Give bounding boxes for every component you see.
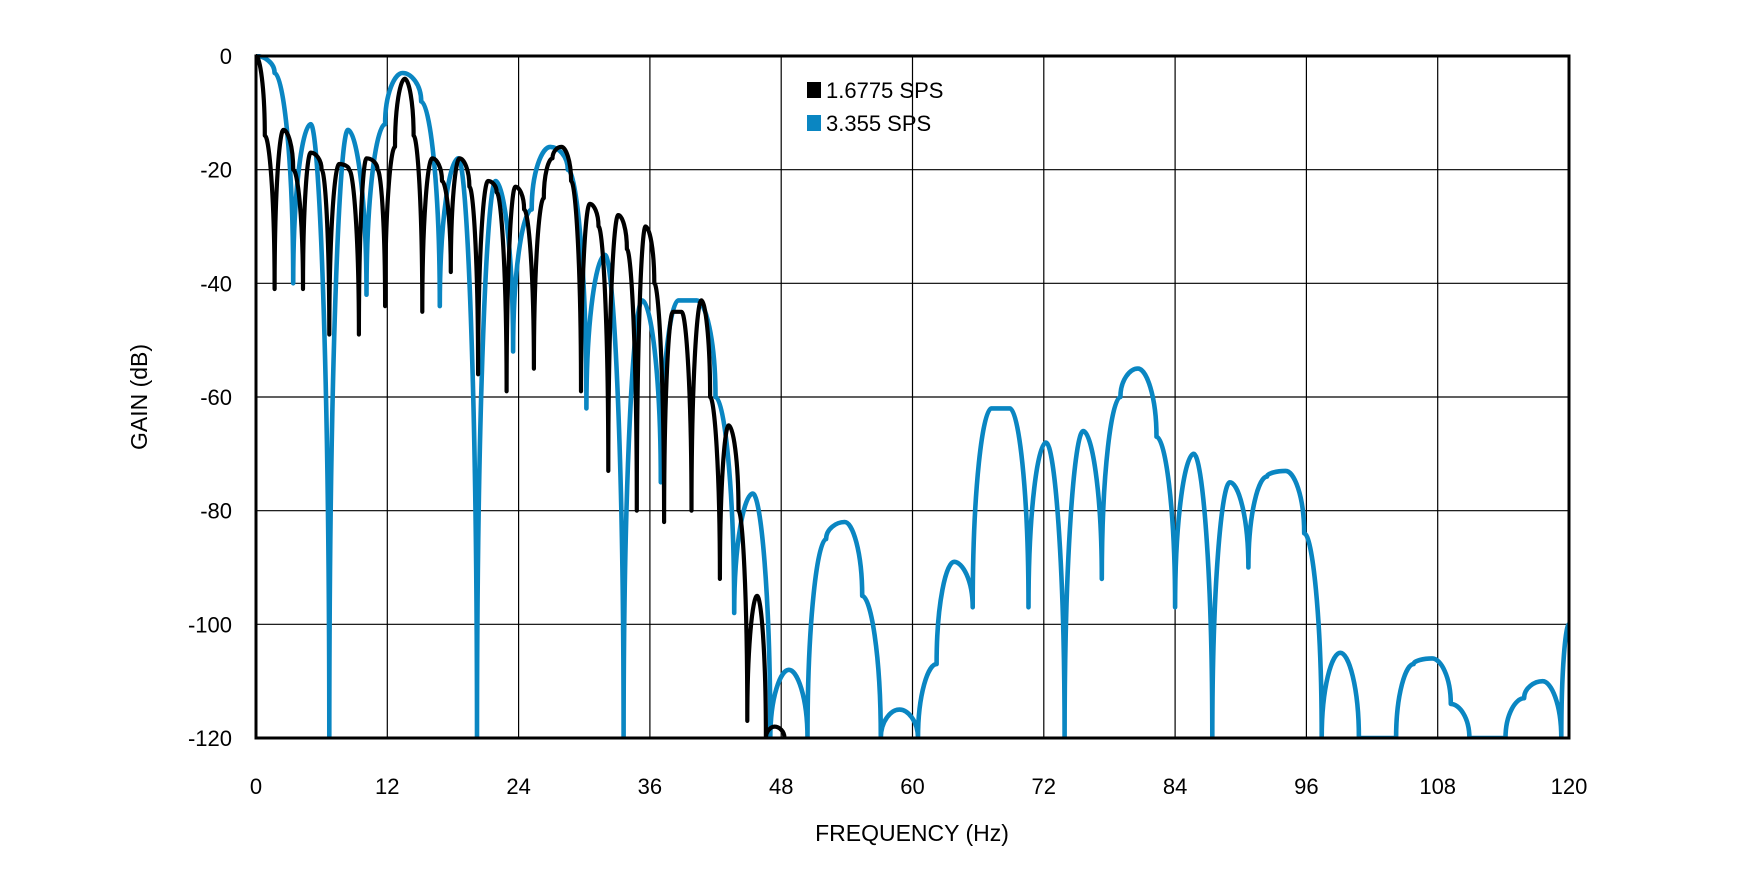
x-tick-label: 24: [506, 774, 530, 799]
y-axis-title: GAIN (dB): [126, 344, 152, 450]
y-tick-label: -100: [188, 612, 232, 637]
series-lines: [256, 54, 1569, 738]
x-axis-tick-labels: 0 12 24 36 48 60 72 84 96 108 120: [250, 774, 1587, 799]
x-tick-label: 0: [250, 774, 262, 799]
x-tick-label: 60: [900, 774, 924, 799]
x-tick-label: 84: [1163, 774, 1187, 799]
x-axis-title: FREQUENCY (Hz): [815, 820, 1009, 846]
y-tick-label: -80: [200, 499, 232, 524]
legend-label-series-1: 1.6775 SPS: [826, 78, 943, 103]
legend-label-series-2: 3.355 SPS: [826, 111, 931, 136]
legend-swatch-series-1: [807, 82, 821, 98]
y-tick-label: -40: [200, 271, 232, 296]
plot-frame: [254, 54, 1571, 740]
x-tick-label: 12: [375, 774, 399, 799]
x-tick-label: 120: [1551, 774, 1588, 799]
x-tick-label: 48: [769, 774, 793, 799]
series-line-1: [256, 54, 787, 738]
legend: 1.6775 SPS 3.355 SPS: [807, 78, 943, 136]
grid-lines: [255, 55, 1570, 739]
x-tick-label: 72: [1032, 774, 1056, 799]
y-tick-label: -20: [200, 158, 232, 183]
y-tick-label: -60: [200, 385, 232, 410]
legend-swatch-series-2: [807, 115, 821, 131]
y-axis-tick-labels: 0 -20 -40 -60 -80 -100 -120: [188, 44, 232, 751]
y-tick-label: -120: [188, 726, 232, 751]
x-tick-label: 36: [638, 774, 662, 799]
x-tick-label: 108: [1419, 774, 1456, 799]
y-tick-label: 0: [220, 44, 232, 69]
x-tick-label: 96: [1294, 774, 1318, 799]
